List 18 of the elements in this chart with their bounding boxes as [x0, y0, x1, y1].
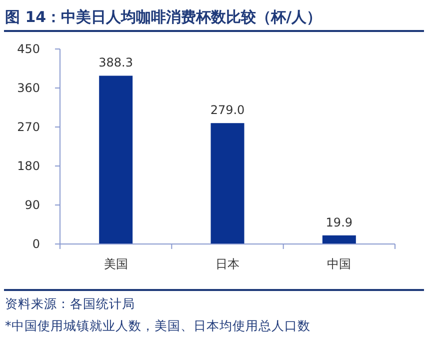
- text: *中国使用城镇就业人数，美国、日本均使用总人口数: [5, 318, 310, 333]
- data-label: 19.9: [326, 215, 353, 230]
- bar: [210, 123, 244, 244]
- data-label: 388.3: [98, 56, 134, 70]
- chart-title: 图 14：中美日人均咖啡消费杯数比较（杯/人）: [5, 8, 322, 26]
- y-tick-label: 180: [17, 159, 40, 173]
- y-tick-label: 360: [17, 81, 40, 95]
- data-label: 279.0: [210, 103, 245, 118]
- bar: [99, 76, 133, 244]
- x-tick-label: 中国: [327, 257, 352, 271]
- bar: [322, 235, 356, 244]
- text: 资料来源：各国统计局: [5, 296, 135, 311]
- x-tick-label: 美国: [104, 257, 128, 271]
- y-tick-label: 0: [32, 237, 40, 251]
- y-tick-label: 450: [17, 42, 40, 56]
- y-tick-label: 270: [17, 120, 40, 134]
- x-tick-label: 日本: [216, 257, 240, 271]
- y-tick-label: 90: [24, 198, 40, 212]
